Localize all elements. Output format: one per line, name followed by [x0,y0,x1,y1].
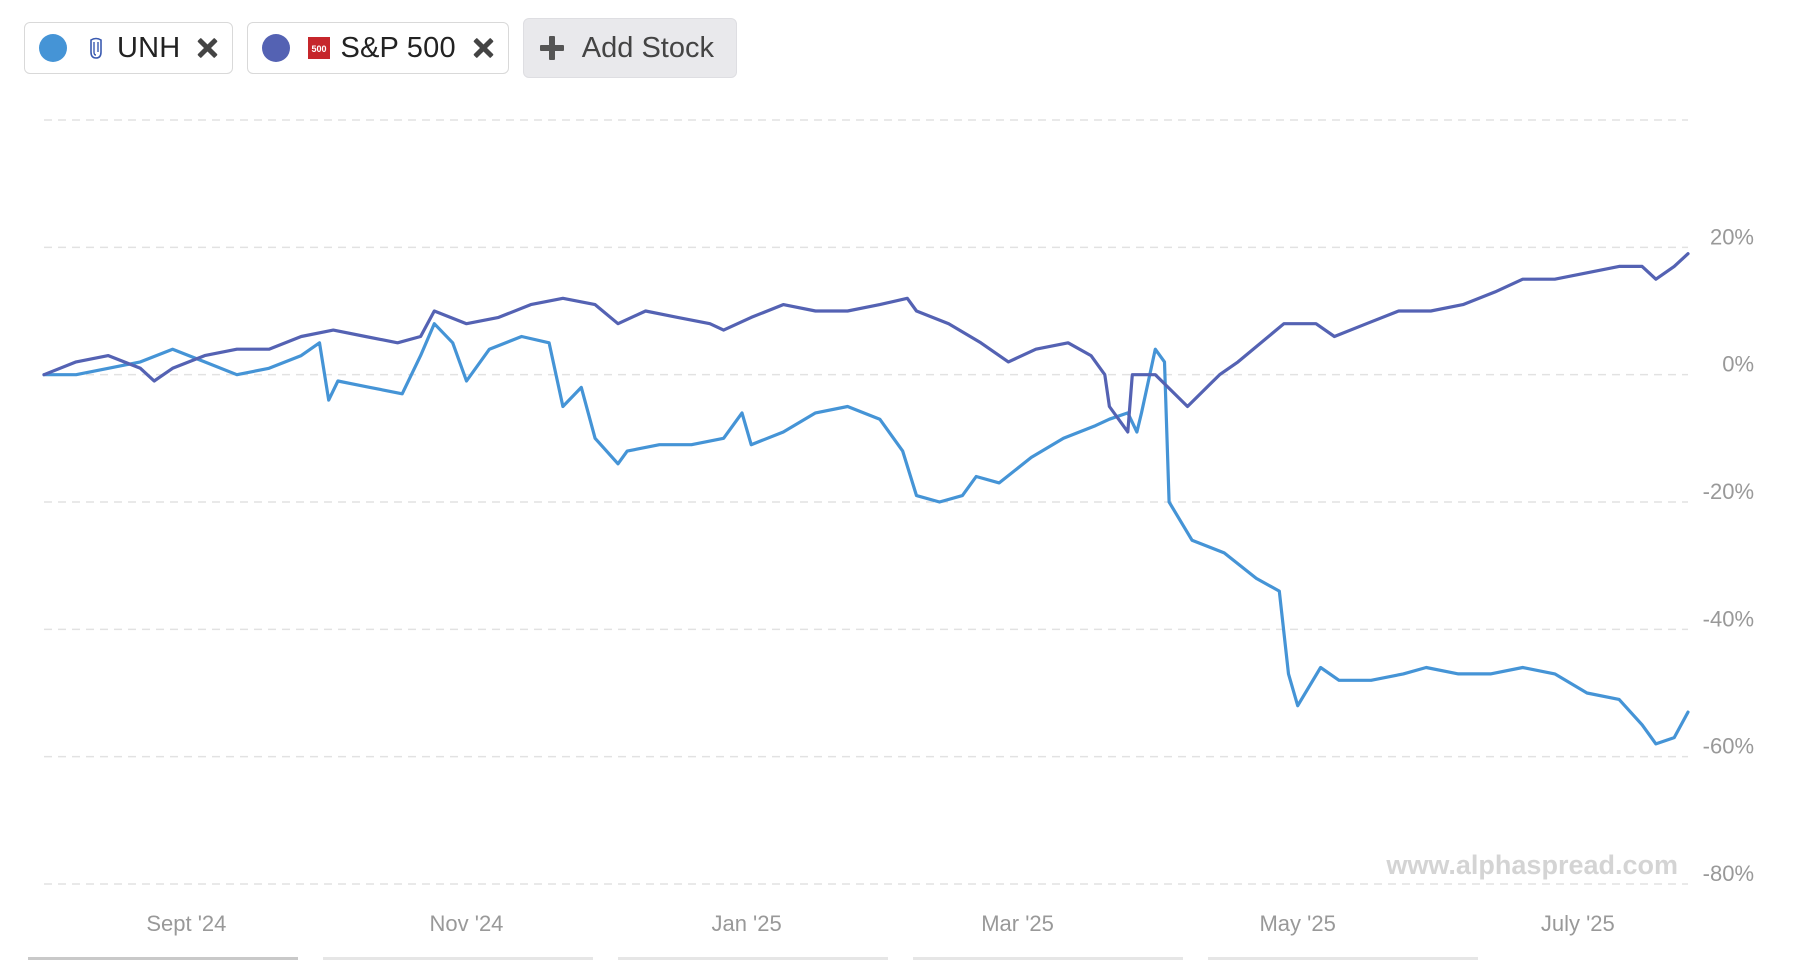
grid-lines [44,119,1688,885]
series-line-s-p-500 [42,252,1690,434]
x-tick-label: July '25 [1541,911,1615,936]
range-tab[interactable] [618,957,888,960]
series-lines [42,252,1690,746]
y-tick-label: -40% [1703,606,1754,631]
legend-label-unh: UNH [117,31,181,64]
add-stock-label: Add Stock [581,31,714,64]
watermark: www.alphaspread.com [1385,850,1678,880]
unh-logo-icon [85,37,107,59]
y-tick-label: -80% [1703,861,1754,886]
legend-chip-unh[interactable]: UNH [24,22,234,74]
x-tick-label: Nov '24 [430,911,504,936]
series-line-unh [42,322,1690,746]
series-color-dot [39,34,67,62]
add-stock-button[interactable]: Add Stock [522,18,737,78]
plus-icon [539,36,564,60]
range-tab[interactable] [913,957,1183,960]
y-tick-label: 0% [1722,352,1754,377]
legend-label-sp500: S&P 500 [340,31,456,64]
x-tick-label: Jan '25 [711,911,781,936]
range-tab[interactable] [28,957,298,960]
y-tick-label: -60% [1703,734,1754,759]
x-tick-label: Mar '25 [981,911,1054,936]
y-tick-label: 20% [1710,224,1754,249]
range-tabs [28,957,1478,960]
range-tab[interactable] [323,957,593,960]
legend-chip-sp500[interactable]: 500 S&P 500 [247,22,509,74]
legend-bar: UNH 500 S&P 500 Add Stock [24,18,737,78]
y-tick-label: -20% [1703,479,1754,504]
y-axis-ticks: 20% 0% -20% -40% -60% -80% [1703,224,1754,886]
range-tab[interactable] [1208,957,1478,960]
sp500-badge-text: 500 [312,44,327,54]
x-tick-label: May '25 [1259,911,1335,936]
sp500-logo-icon: 500 [308,37,331,59]
series-color-dot [262,34,291,62]
x-tick-label: Sept '24 [146,911,226,936]
x-axis-ticks: Sept '24 Nov '24 Jan '25 Mar '25 May '25 July… [146,911,1614,936]
